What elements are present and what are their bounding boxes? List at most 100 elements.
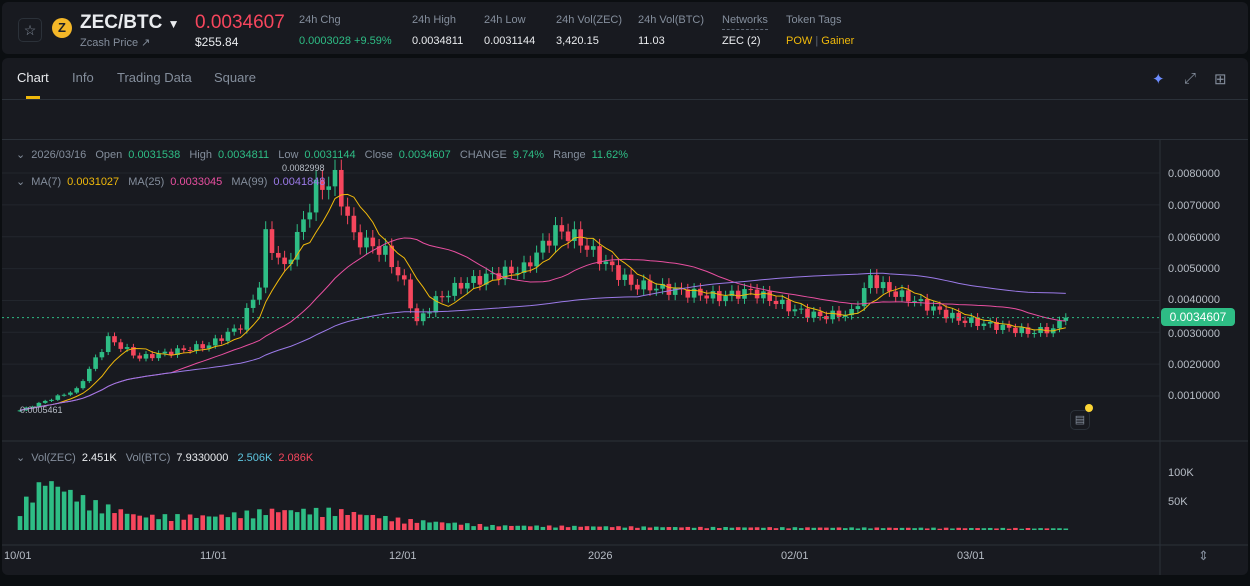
- volume-bar: [906, 527, 911, 530]
- volume-bar: [351, 511, 357, 530]
- volume-bar: [483, 526, 489, 530]
- vol-ma2-value: 2.086K: [278, 452, 314, 464]
- volume-bar: [855, 528, 861, 530]
- candle: [861, 288, 867, 307]
- candle: [729, 290, 735, 297]
- volume-bar: [181, 519, 187, 530]
- candle: [792, 309, 798, 312]
- collapse-icon[interactable]: ⌄: [16, 452, 26, 464]
- collapse-icon[interactable]: ⌄: [16, 149, 26, 161]
- candle: [427, 312, 432, 314]
- sparkle-ai-icon[interactable]: ✦: [1152, 71, 1165, 88]
- candle: [754, 289, 760, 299]
- volume-bar: [124, 513, 130, 530]
- networks-label[interactable]: Networks: [722, 14, 768, 30]
- candle: [269, 229, 275, 253]
- auto-scale-icon[interactable]: ⇕: [1198, 548, 1209, 563]
- candle: [969, 317, 974, 323]
- candle: [1044, 327, 1050, 334]
- candle: [509, 266, 514, 274]
- candle: [80, 381, 86, 389]
- candle: [345, 206, 350, 216]
- candle: [824, 316, 829, 320]
- volume-bar: [250, 518, 256, 530]
- candle: [307, 212, 313, 220]
- volume-bar: [345, 514, 350, 530]
- time-tick: 2026: [588, 550, 613, 562]
- candle: [893, 291, 898, 297]
- candle: [748, 289, 754, 291]
- layout-grid-icon[interactable]: ⊞: [1214, 71, 1227, 88]
- volume-bar: [112, 513, 117, 530]
- usd-price: $255.84: [195, 35, 239, 49]
- max-price-annotation: 0.0082998: [282, 163, 325, 173]
- tab-trading-data[interactable]: Trading Data: [117, 70, 192, 85]
- volume-bar: [994, 528, 999, 530]
- candle: [1057, 320, 1062, 329]
- volume-legend: ⌄ Vol(ZEC) 2.451K Vol(BTC) 7.9330000 2.506K…: [16, 452, 319, 465]
- candle: [798, 308, 804, 310]
- candle: [42, 400, 48, 403]
- ma7-line: [19, 193, 1066, 411]
- tag-gainer[interactable]: Gainer: [821, 35, 855, 47]
- candle: [660, 283, 665, 289]
- candle: [118, 342, 124, 349]
- volume-bar: [1050, 528, 1056, 530]
- stat-label: 24h Chg: [299, 14, 341, 26]
- candle: [1019, 327, 1024, 334]
- candle: [294, 231, 300, 260]
- volume-bar: [49, 481, 54, 530]
- price-tick: 0.0040000: [1168, 294, 1220, 306]
- volume-bar: [918, 527, 924, 530]
- candle: [131, 347, 136, 356]
- candle: [376, 246, 382, 255]
- news-icon[interactable]: ▤: [1070, 410, 1090, 430]
- candle: [975, 317, 980, 326]
- volume-bar: [1000, 527, 1006, 530]
- candle: [105, 336, 111, 353]
- volume-bar: [137, 515, 142, 530]
- candle: [817, 311, 823, 317]
- volume-bar: [238, 518, 243, 530]
- tag-pow[interactable]: POW: [786, 35, 813, 47]
- tab-chart[interactable]: Chart: [17, 70, 49, 85]
- expand-icon[interactable]: ⤢: [1184, 70, 1197, 87]
- candle: [194, 344, 199, 351]
- volume-bar: [748, 527, 754, 530]
- volume-bar: [591, 526, 596, 530]
- tab-info[interactable]: Info: [72, 70, 94, 85]
- price-tick: 0.0060000: [1168, 232, 1220, 244]
- candle: [282, 257, 287, 265]
- volume-bar: [773, 528, 779, 530]
- candle: [49, 399, 54, 401]
- candle: [540, 240, 546, 253]
- candle: [956, 312, 961, 321]
- volume-bar: [320, 516, 325, 530]
- favorite-star-icon[interactable]: ☆: [18, 18, 42, 42]
- candle: [868, 275, 873, 289]
- volume-bar: [206, 516, 212, 530]
- volume-bar: [1063, 528, 1069, 530]
- volume-bar: [187, 514, 193, 530]
- candle: [257, 287, 262, 300]
- candle: [515, 272, 520, 274]
- volume-bar: [175, 514, 180, 530]
- candle: [553, 225, 558, 246]
- chevron-down-icon: ▼: [167, 17, 180, 31]
- zcash-price-link[interactable]: Zcash Price ↗: [80, 37, 151, 49]
- price-tick: 0.0020000: [1168, 359, 1220, 371]
- candle: [168, 351, 174, 355]
- candle: [616, 265, 621, 280]
- candle: [231, 328, 237, 332]
- candle: [370, 237, 376, 247]
- tab-square[interactable]: Square: [214, 70, 256, 85]
- volume-bar: [105, 504, 111, 530]
- collapse-icon[interactable]: ⌄: [16, 176, 26, 188]
- candle: [635, 284, 640, 290]
- candle: [414, 308, 420, 322]
- candle: [887, 282, 892, 292]
- candlestick-chart[interactable]: [2, 140, 1248, 575]
- volume-bar: [477, 523, 483, 530]
- candle: [742, 289, 747, 299]
- symbol-selector[interactable]: ZEC/BTC ▼: [80, 12, 180, 34]
